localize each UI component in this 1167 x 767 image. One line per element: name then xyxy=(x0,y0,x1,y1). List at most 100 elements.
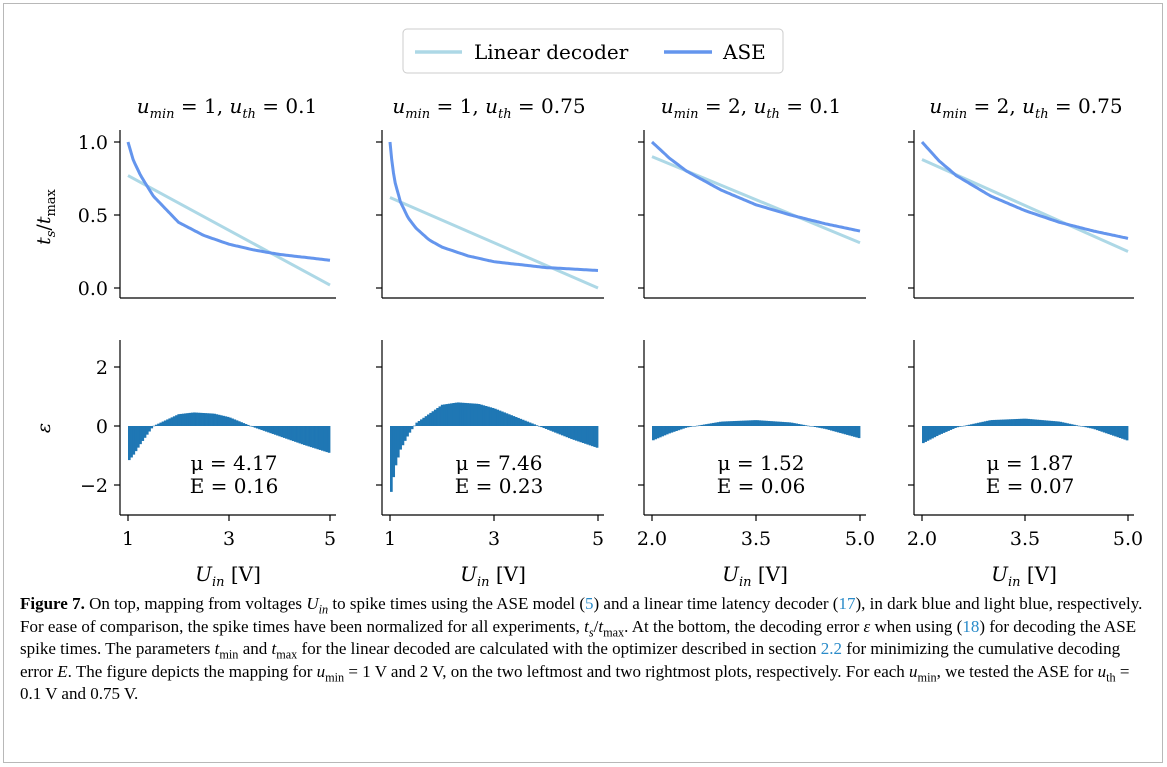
error-bar-1-45 xyxy=(229,417,232,426)
error-bar-3-0 xyxy=(652,426,655,441)
ref-eq-5[interactable]: 5 xyxy=(585,594,594,613)
error-bar-1-0 xyxy=(128,426,131,461)
error-bar-3-32 xyxy=(725,421,729,426)
error-bar-4-75 xyxy=(1093,426,1097,430)
error-bar-2-9 xyxy=(410,426,414,430)
error-bar-1-1 xyxy=(130,426,133,458)
error-bar-1-41 xyxy=(220,415,223,426)
error-bar-3-76 xyxy=(827,426,831,430)
error-bar-2-29 xyxy=(457,402,460,426)
error-bar-4-41 xyxy=(1015,418,1019,426)
error-bar-2-7 xyxy=(406,426,409,437)
error-bar-3-88 xyxy=(855,426,859,438)
error-bar-2-57 xyxy=(521,419,525,426)
error-bar-1-89 xyxy=(327,426,331,453)
error-bar-3-38 xyxy=(739,420,743,426)
error-bar-4-48 xyxy=(1031,419,1035,426)
error-bar-4-58 xyxy=(1054,421,1058,426)
error-bar-4-82 xyxy=(1109,426,1113,435)
error-bar-4-74 xyxy=(1091,426,1095,429)
error-bar-2-40 xyxy=(482,405,486,426)
chart-marks: μ = 4.17E = 0.16 μ = 7.46E = 0.23 μ = 1.52… xyxy=(126,140,1129,498)
error-bar-4-40 xyxy=(1013,419,1017,426)
error-bar-4-27 xyxy=(983,421,987,426)
error-bar-3-67 xyxy=(806,425,810,427)
error-bar-3-45 xyxy=(756,420,759,426)
error-bar-1-27 xyxy=(188,412,192,426)
error-bar-3-60 xyxy=(790,422,794,426)
error-bar-3-11 xyxy=(677,426,681,431)
error-bar-3-53 xyxy=(774,421,778,426)
error-bar-2-14 xyxy=(422,417,426,426)
error-bar-2-4 xyxy=(399,426,402,450)
bottom-ytick-label-1: 0 xyxy=(96,416,108,438)
figure-caption: Figure 7. On top, mapping from voltages … xyxy=(20,594,1143,703)
panel-title-3: umin = 2, uth = 0.1 xyxy=(661,94,841,122)
error-bar-3-26 xyxy=(712,422,715,426)
error-bar-1-7 xyxy=(143,426,147,438)
legend-label-ase: ASE xyxy=(722,40,766,64)
error-bar-2-39 xyxy=(480,404,483,426)
error-bar-1-52 xyxy=(244,424,248,426)
error-bar-1-53 xyxy=(246,424,250,426)
error-bar-4-22 xyxy=(972,423,976,426)
error-bar-3-70 xyxy=(813,426,817,427)
ase-line-1 xyxy=(126,141,331,262)
error-bar-4-11 xyxy=(947,426,950,431)
error-bar-4-32 xyxy=(995,419,998,426)
error-bar-4-59 xyxy=(1057,421,1060,426)
error-bar-4-51 xyxy=(1038,419,1042,426)
error-bar-3-87 xyxy=(853,426,856,437)
error-bar-4-43 xyxy=(1020,418,1024,426)
error-bar-3-61 xyxy=(792,423,796,426)
error-bar-1-57 xyxy=(255,426,259,429)
error-bar-1-73 xyxy=(291,426,295,442)
error-bar-1-65 xyxy=(273,426,277,435)
error-bar-1-59 xyxy=(260,426,264,431)
ref-eq-18[interactable]: 18 xyxy=(962,616,980,636)
error-bar-2-75 xyxy=(563,426,567,437)
error-bar-1-78 xyxy=(303,426,306,445)
error-bar-3-72 xyxy=(818,426,822,428)
error-bar-3-51 xyxy=(769,421,773,426)
error-bar-4-29 xyxy=(988,420,992,426)
ref-section-2-2[interactable]: 2.2 xyxy=(820,639,843,658)
error-bar-2-88 xyxy=(593,426,597,447)
error-bar-1-82 xyxy=(312,426,315,448)
error-bar-4-37 xyxy=(1006,419,1010,426)
error-bar-2-77 xyxy=(567,426,571,439)
error-bar-1-19 xyxy=(170,417,174,426)
error-bar-3-81 xyxy=(839,426,842,434)
error-bar-2-56 xyxy=(519,418,523,426)
error-bar-4-19 xyxy=(965,425,969,426)
bottom-ytick-label-2: 2 xyxy=(96,357,108,379)
error-bar-1-68 xyxy=(280,426,284,438)
ref-eq-17[interactable]: 17 xyxy=(838,594,856,613)
error-bar-4-84 xyxy=(1114,426,1117,437)
error-bar-3-46 xyxy=(758,420,762,426)
error-bar-4-34 xyxy=(999,419,1003,426)
error-bar-2-70 xyxy=(551,426,555,432)
error-bar-3-75 xyxy=(825,426,829,430)
error-bar-1-36 xyxy=(208,413,212,426)
error-bar-1-67 xyxy=(278,426,282,437)
error-bar-4-54 xyxy=(1045,420,1049,426)
error-bar-3-8 xyxy=(670,426,674,433)
error-bar-4-36 xyxy=(1004,419,1008,426)
error-bar-4-31 xyxy=(992,419,996,426)
error-bar-1-44 xyxy=(226,416,230,426)
error-bar-1-13 xyxy=(157,423,160,426)
ase-line-4 xyxy=(920,140,1129,240)
error-bar-2-34 xyxy=(468,403,472,426)
error-bar-2-76 xyxy=(565,426,569,438)
error-bar-3-82 xyxy=(841,426,845,434)
error-bar-3-17 xyxy=(691,426,694,427)
error-bar-3-37 xyxy=(737,420,741,426)
error-bar-3-74 xyxy=(823,426,826,429)
error-bar-3-2 xyxy=(656,426,660,439)
error-bar-4-3 xyxy=(928,426,932,440)
error-bar-2-72 xyxy=(556,426,560,434)
error-bar-2-47 xyxy=(498,410,502,426)
error-bar-3-14 xyxy=(684,426,688,428)
error-bar-1-50 xyxy=(240,422,243,426)
